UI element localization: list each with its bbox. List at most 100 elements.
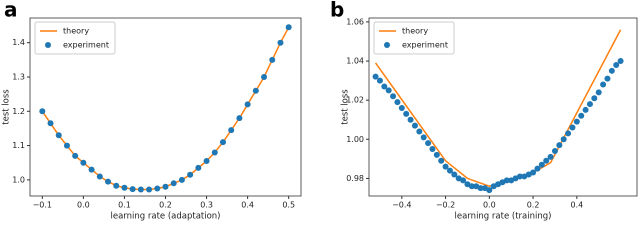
experiment-point	[429, 146, 436, 153]
experiment-point	[228, 127, 235, 134]
panel-label: b	[330, 0, 344, 22]
figure: a −0.1 0.0 0.1 0.2 0.3 0.4 0.5 1.0 1.1 1.2 1.3 1.4 le…	[2, 0, 638, 222]
experiment-point	[55, 132, 62, 139]
experiment-point	[72, 152, 79, 159]
experiment-point	[187, 171, 194, 178]
x-tick-label: 0.0	[483, 201, 496, 210]
experiment-point	[591, 95, 598, 102]
experiment-point	[195, 164, 202, 171]
legend-label: experiment	[63, 41, 109, 50]
experiment-point	[543, 157, 550, 164]
experiment-point	[277, 39, 284, 46]
experiment-point	[252, 87, 259, 94]
experiment-point	[538, 161, 545, 168]
experiment-point	[137, 186, 144, 193]
experiment-point	[261, 73, 268, 80]
experiment-point	[390, 93, 397, 100]
experiment-point	[604, 75, 611, 82]
legend-swatch	[384, 42, 390, 48]
experiment-point	[573, 118, 580, 125]
experiment-point	[47, 120, 54, 127]
experiment-point	[460, 177, 467, 184]
experiment-point	[556, 142, 563, 149]
experiment-point	[534, 165, 541, 172]
experiment-point	[547, 153, 554, 160]
y-tick-label: 1.04	[346, 57, 364, 66]
experiment-point	[451, 171, 458, 178]
experiment-point	[407, 116, 414, 123]
x-tick-label: 0.3	[200, 201, 213, 210]
experiment-point	[105, 178, 112, 185]
experiment-point	[236, 115, 243, 122]
y-axis-label: test loss	[341, 89, 351, 125]
x-tick-label: 0.2	[527, 201, 540, 210]
experiment-point	[442, 163, 449, 170]
y-tick-label: 1.2	[12, 107, 25, 116]
y-tick-label: 1.0	[12, 175, 25, 184]
experiment-point	[438, 157, 445, 164]
experiment-point	[617, 58, 624, 65]
y-tick-label: 0.98	[346, 174, 364, 183]
experiment-point	[211, 149, 218, 156]
experiment-point	[608, 67, 615, 74]
x-tick-label: −0.2	[436, 201, 455, 210]
experiment-point	[516, 173, 523, 180]
experiment-point	[146, 186, 153, 193]
experiment-point	[385, 87, 392, 94]
experiment-point	[121, 184, 128, 191]
plot-frame	[368, 17, 638, 197]
x-tick-label: −0.1	[33, 201, 52, 210]
experiment-point	[269, 56, 276, 63]
x-axis-label: learning rate (adaptation)	[110, 212, 220, 222]
experiment-point	[63, 142, 70, 149]
legend-label: theory	[63, 27, 89, 36]
experiment-point	[425, 140, 432, 147]
x-tick-label: 0.5	[282, 201, 295, 210]
experiment-point	[39, 108, 46, 115]
experiment-point	[129, 186, 136, 193]
experiment-point	[88, 166, 95, 173]
experiment-point	[595, 89, 602, 96]
experiment-point	[446, 167, 453, 174]
experiment-point	[578, 112, 585, 119]
experiment-point	[376, 77, 383, 84]
experiment-point	[582, 106, 589, 113]
experiment-point	[420, 134, 427, 141]
experiment-point	[381, 83, 388, 90]
legend-box	[373, 21, 455, 55]
experiment-point	[560, 136, 567, 143]
x-tick-label: 0.4	[241, 201, 254, 210]
legend-swatch	[45, 42, 51, 48]
experiment-point	[613, 61, 620, 68]
y-tick-label: 1.06	[346, 17, 364, 26]
experiment-point	[586, 101, 593, 108]
experiment-point	[80, 159, 87, 166]
y-tick-label: 1.1	[12, 141, 25, 150]
experiment-point	[433, 151, 440, 158]
y-axis-label: test loss	[2, 89, 12, 125]
experiment-point	[178, 176, 185, 183]
experiment-point	[398, 104, 405, 111]
experiment-point	[219, 139, 226, 146]
experiment-point	[244, 101, 251, 108]
experiment-point	[411, 122, 418, 129]
panel-label: a	[4, 0, 18, 22]
x-tick-label: −0.4	[392, 201, 411, 210]
experiment-point	[416, 128, 423, 135]
experiment-point	[468, 183, 475, 190]
y-tick-label: 1.3	[12, 72, 25, 81]
experiment-point	[203, 158, 210, 165]
experiment-point	[170, 180, 177, 187]
x-tick-label: 0.0	[77, 201, 90, 210]
legend-label: theory	[402, 27, 428, 36]
x-tick-label: 0.4	[570, 201, 583, 210]
experiment-point	[113, 182, 120, 189]
legend-box	[34, 21, 116, 55]
experiment-point	[96, 173, 103, 180]
experiment-point	[154, 185, 161, 192]
x-tick-label: 0.1	[118, 201, 131, 210]
experiment-point	[551, 148, 558, 155]
experiment-point	[394, 99, 401, 106]
y-tick-label: 1.4	[12, 38, 25, 47]
experiment-point	[600, 81, 607, 88]
